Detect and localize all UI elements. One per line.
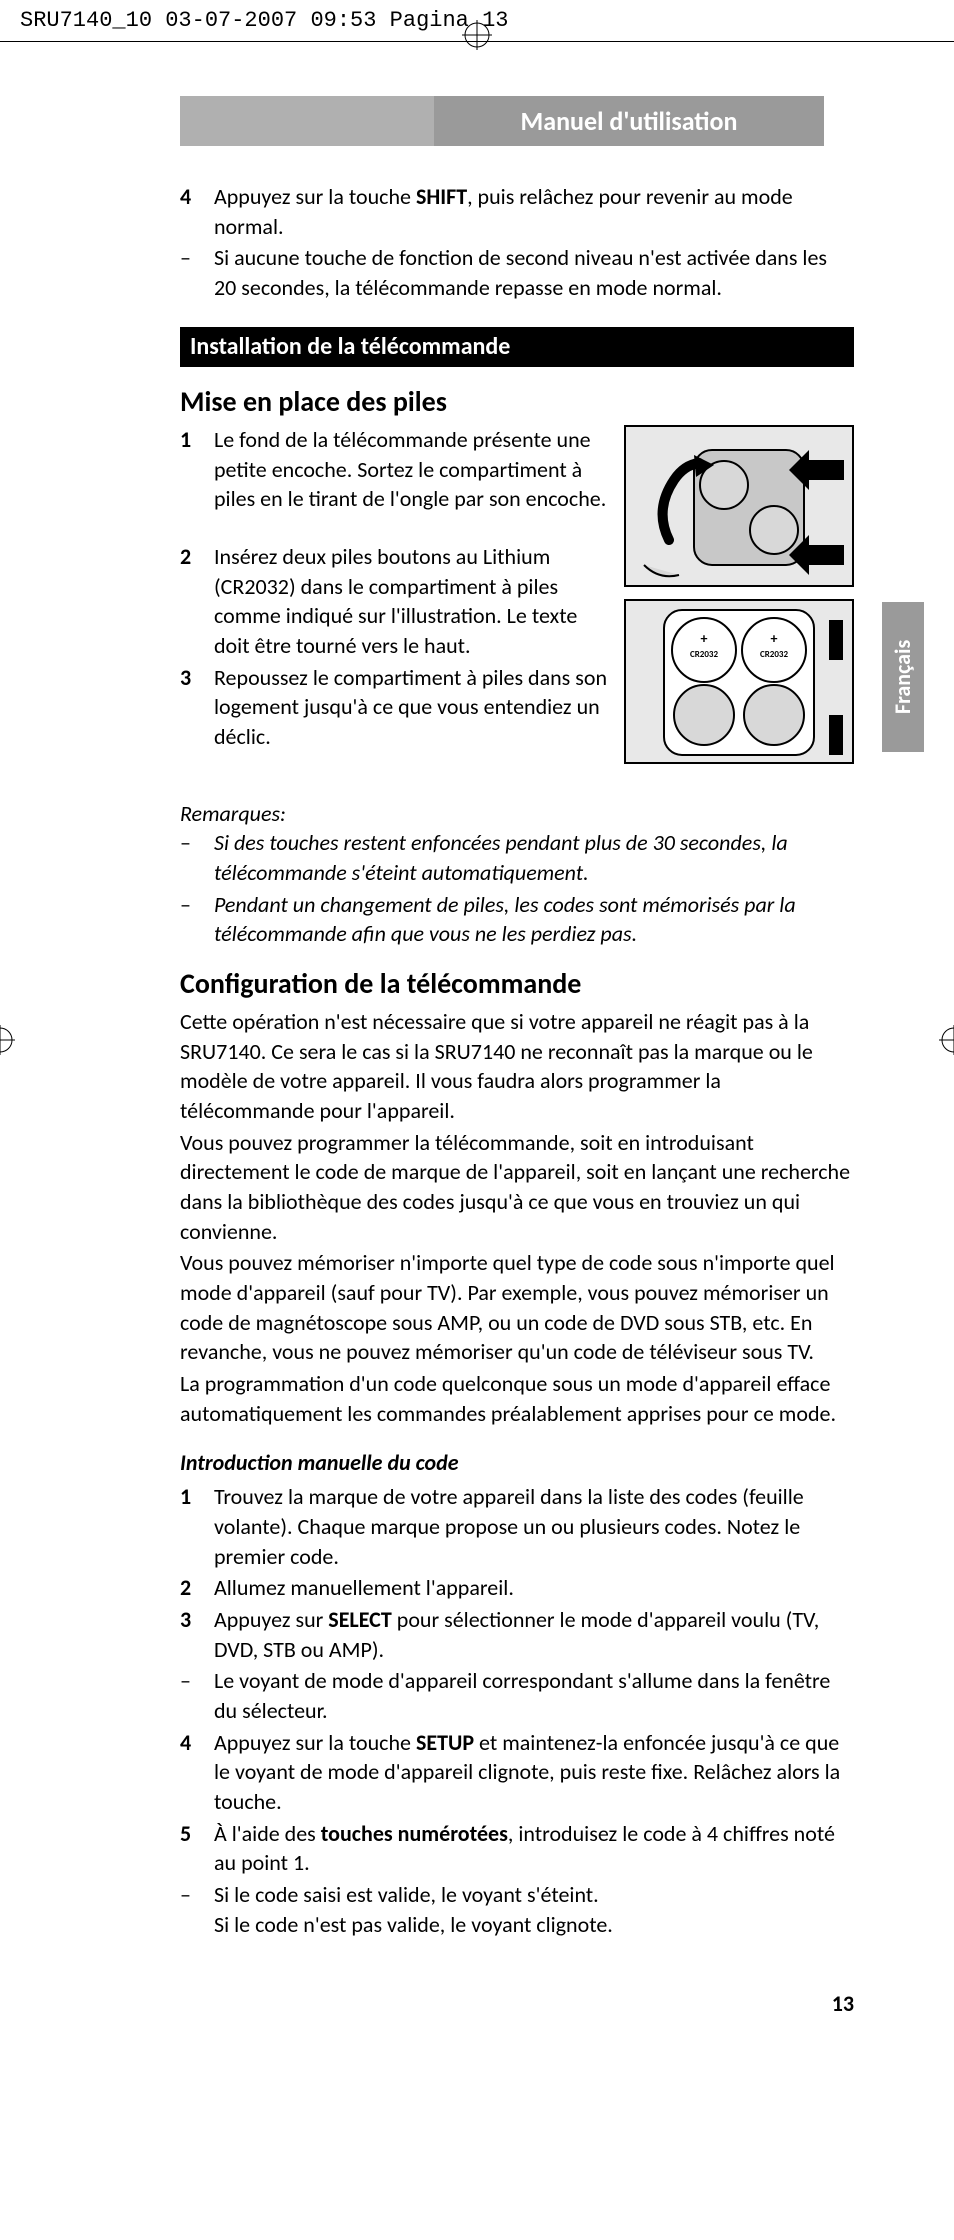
svg-text:+: + [701, 630, 708, 647]
list-item: –Si des touches restent enfoncées pendan… [180, 828, 854, 887]
mise-en-place-heading: Mise en place des piles [180, 383, 854, 421]
configuration-paragraphs: Cette opération n'est nécessaire que si … [180, 1007, 854, 1429]
list-item: –Le voyant de mode d'appareil correspond… [180, 1666, 854, 1725]
configuration-heading: Configuration de la télécommande [180, 965, 854, 1003]
list-text: Si le code saisi est valide, le voyant s… [214, 1880, 854, 1939]
paragraph: Cette opération n'est nécessaire que si … [180, 1007, 854, 1126]
list-text: Allumez manuellement l'appareil. [214, 1573, 854, 1603]
battery-illustration: + + CR2032 CR2032 [624, 425, 854, 773]
list-item: 3Appuyez sur SELECT pour sélectionner le… [180, 1605, 854, 1664]
paragraph: La programmation d'un code quelconque so… [180, 1369, 854, 1428]
list-item: 4Appuyez sur la touche SETUP et maintene… [180, 1728, 854, 1817]
list-item: 3Repoussez le compartiment à piles dans … [180, 663, 614, 752]
manual-title-bar: Manuel d'utilisation [434, 96, 824, 146]
list-marker: 3 [180, 663, 214, 752]
list-item: 5À l'aide des touches numérotées, introd… [180, 1819, 854, 1878]
registration-mark-left [0, 1025, 15, 1055]
list-text: À l'aide des touches numérotées, introdu… [214, 1819, 854, 1878]
list-item: 1Le fond de la télécommande présente une… [180, 425, 614, 514]
list-item: 2Insérez deux piles boutons au Lithium (… [180, 542, 614, 661]
list-text: Le voyant de mode d'appareil corresponda… [214, 1666, 854, 1725]
list-item: 2Allumez manuellement l'appareil. [180, 1573, 854, 1603]
list-marker: – [180, 890, 214, 949]
list-text: Trouvez la marque de votre appareil dans… [214, 1482, 854, 1571]
list-text: Le fond de la télécommande présente une … [214, 425, 614, 514]
svg-text:CR2032: CR2032 [760, 649, 789, 660]
intro-steps-list: 1Trouvez la marque de votre appareil dan… [180, 1482, 854, 1939]
list-item: –Si le code saisi est valide, le voyant … [180, 1880, 854, 1939]
page-content: 4Appuyez sur la touche SHIFT, puis relâc… [180, 182, 854, 2019]
list-text: Si aucune touche de fonction de second n… [214, 243, 854, 302]
list-item: 4Appuyez sur la touche SHIFT, puis relâc… [180, 182, 854, 241]
intro-manuelle-subheading: Introduction manuelle du code [180, 1448, 854, 1478]
list-marker: 1 [180, 1482, 214, 1571]
list-text: Si des touches restent enfoncées pendant… [214, 828, 854, 887]
list-marker: – [180, 1880, 214, 1939]
list-marker: – [180, 243, 214, 302]
remarks-list: –Si des touches restent enfoncées pendan… [180, 828, 854, 949]
list-marker: 2 [180, 542, 214, 661]
list-text: Repoussez le compartiment à piles dans s… [214, 663, 614, 752]
list-item: 1Trouvez la marque de votre appareil dan… [180, 1482, 854, 1571]
remarks-heading: Remarques: [180, 799, 854, 829]
svg-text:+: + [771, 630, 778, 647]
list-marker: 4 [180, 182, 214, 241]
registration-mark-right [939, 1025, 954, 1055]
list-marker: – [180, 1666, 214, 1725]
list-marker: 2 [180, 1573, 214, 1603]
list-marker: 3 [180, 1605, 214, 1664]
paragraph: Vous pouvez programmer la télécommande, … [180, 1128, 854, 1247]
list-text: Pendant un changement de piles, les code… [214, 890, 854, 949]
list-marker: 5 [180, 1819, 214, 1878]
list-marker: 1 [180, 425, 214, 514]
list-text: Appuyez sur la touche SHIFT, puis relâch… [214, 182, 854, 241]
svg-text:CR2032: CR2032 [690, 649, 719, 660]
list-text: Appuyez sur SELECT pour sélectionner le … [214, 1605, 854, 1664]
language-tab: Français [882, 602, 924, 752]
top-steps-list: 4Appuyez sur la touche SHIFT, puis relâc… [180, 182, 854, 303]
list-marker: – [180, 828, 214, 887]
list-item: –Pendant un changement de piles, les cod… [180, 890, 854, 949]
installation-heading-bar: Installation de la télécommande [180, 327, 854, 367]
list-marker: 4 [180, 1728, 214, 1817]
list-text: Insérez deux piles boutons au Lithium (C… [214, 542, 614, 661]
list-text: Appuyez sur la touche SETUP et maintenez… [214, 1728, 854, 1817]
page-number: 13 [180, 1989, 854, 2019]
paragraph: Vous pouvez mémoriser n'importe quel typ… [180, 1248, 854, 1367]
list-item: –Si aucune touche de fonction de second … [180, 243, 854, 302]
